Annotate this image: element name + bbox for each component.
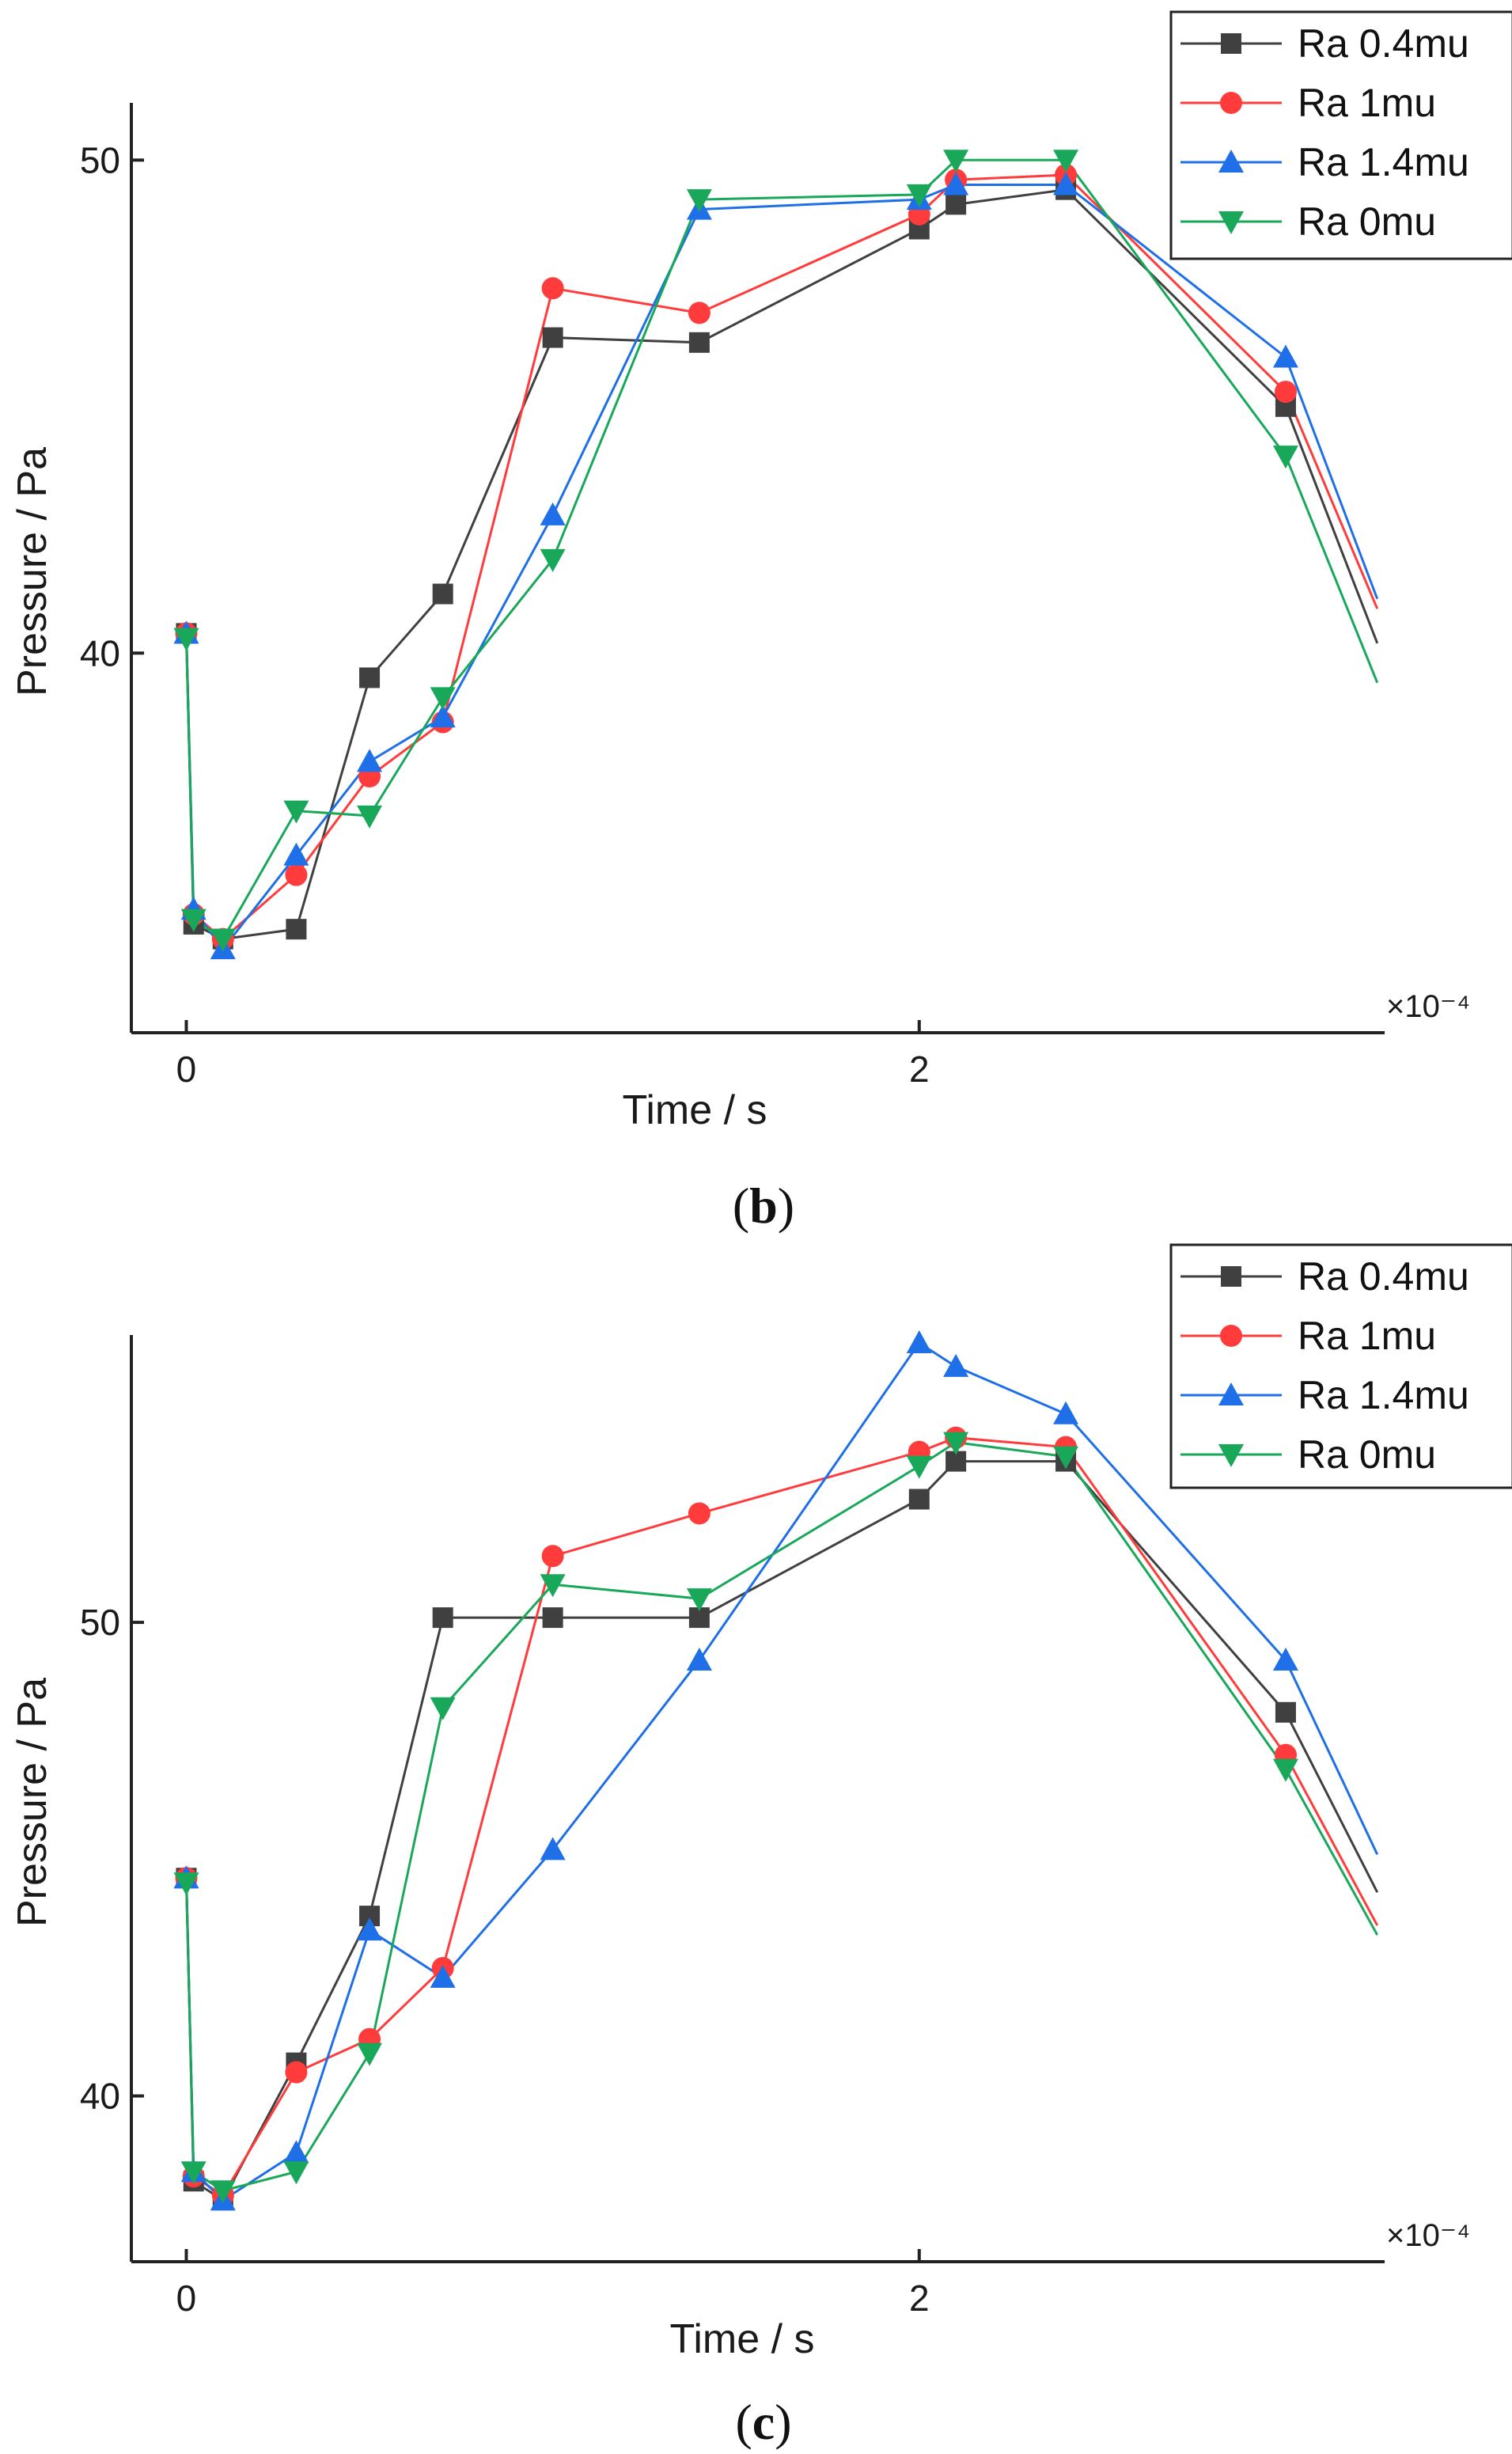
data-point	[173, 628, 199, 651]
caption-open-paren: (	[733, 1178, 749, 1234]
data-point	[173, 1872, 199, 1896]
y-axis-label: Pressure / Pa	[9, 447, 55, 696]
x-axis-multiplier: ×10⁻⁴	[1386, 2218, 1470, 2253]
data-point	[943, 1432, 969, 1455]
data-point	[688, 332, 710, 353]
y-tick-label: 40	[80, 2076, 120, 2117]
legend-label: Ra 0mu	[1298, 1432, 1436, 1477]
data-point	[540, 502, 566, 525]
data-point	[283, 800, 309, 824]
data-point	[430, 704, 456, 728]
data-point	[1272, 1647, 1298, 1671]
legend-marker	[1218, 211, 1244, 234]
y-tick-label: 40	[80, 632, 120, 673]
caption-close-paren: )	[778, 1178, 794, 1234]
y-tick-label: 50	[80, 139, 120, 180]
legend-label: Ra 1mu	[1298, 81, 1436, 125]
legend-label: Ra 0.4mu	[1298, 21, 1469, 66]
legend-marker	[1221, 33, 1241, 54]
data-point	[1272, 344, 1298, 368]
y-tick-label: 50	[80, 1602, 120, 1643]
y-axis-label: Pressure / Pa	[9, 1678, 55, 1927]
data-point	[906, 1330, 932, 1353]
data-point	[430, 687, 456, 711]
legend-marker	[1218, 1444, 1244, 1467]
data-point	[1053, 172, 1079, 195]
data-point	[357, 2042, 383, 2066]
data-point	[359, 667, 381, 688]
data-point	[686, 1588, 712, 1612]
legend-label: Ra 0.4mu	[1298, 1254, 1469, 1299]
caption-open-paren: (	[735, 2394, 752, 2450]
data-point	[285, 2061, 308, 2084]
legend-marker	[1221, 1266, 1241, 1287]
data-point	[686, 189, 712, 213]
data-point	[283, 842, 309, 866]
panel-caption: (c)	[735, 2394, 791, 2450]
x-tick-label: 0	[176, 2278, 197, 2319]
data-point	[906, 184, 932, 207]
legend-marker	[1220, 92, 1242, 114]
data-point	[432, 583, 453, 605]
data-point	[688, 302, 711, 324]
x-axis-multiplier: ×10⁻⁴	[1386, 989, 1470, 1024]
legend-marker	[1218, 1383, 1244, 1405]
data-point	[1272, 1758, 1298, 1782]
chart-panel-c: 40 50 0 2 ×10⁻⁴ Time / s Pressure / Pa Ra 0.4mu…	[9, 1243, 1512, 2450]
data-point	[908, 1489, 930, 1510]
legend-marker	[1220, 1325, 1242, 1347]
chart-panel-b: 40 50 0 2 ×10⁻⁴ Time / s Pressure / Pa Ra 0.4mu…	[9, 10, 1512, 1234]
data-point	[945, 194, 967, 215]
data-point	[430, 1964, 456, 1988]
data-point	[540, 1574, 566, 1598]
caption-letter: c	[752, 2394, 775, 2450]
data-point	[1275, 1701, 1296, 1723]
data-point	[1274, 381, 1297, 404]
data-point	[943, 1353, 969, 1377]
data-point	[943, 172, 969, 195]
legend-marker	[1218, 150, 1244, 173]
x-axis-label: Time / s	[623, 1087, 767, 1133]
x-tick-label: 2	[909, 1049, 930, 1090]
data-point	[357, 1917, 383, 1941]
data-point	[541, 277, 564, 300]
data-point	[283, 2140, 309, 2164]
panel-caption: (b)	[733, 1178, 794, 1234]
data-point	[210, 2180, 236, 2204]
data-point	[432, 1607, 453, 1629]
data-point	[283, 2161, 309, 2185]
x-tick-label: 2	[909, 2278, 930, 2319]
data-point	[286, 919, 307, 940]
data-point	[686, 1647, 712, 1671]
caption-letter: b	[749, 1178, 778, 1234]
legend-label: Ra 0mu	[1298, 199, 1436, 244]
data-point	[180, 908, 207, 932]
legend-label: Ra 1mu	[1298, 1314, 1436, 1358]
data-point	[688, 1502, 711, 1525]
data-point	[210, 928, 236, 952]
data-point	[1272, 446, 1298, 469]
data-point	[1053, 1446, 1079, 1470]
data-point	[180, 2161, 207, 2185]
data-point	[541, 1545, 564, 1568]
data-point	[430, 1697, 456, 1720]
legend-label: Ra 1.4mu	[1298, 140, 1469, 184]
x-axis-label: Time / s	[670, 2316, 815, 2362]
data-point	[906, 1455, 932, 1479]
data-point	[540, 1837, 566, 1860]
data-point	[285, 863, 308, 886]
data-point	[357, 805, 383, 829]
data-point	[1053, 150, 1079, 173]
data-point	[357, 749, 383, 772]
data-point	[542, 1607, 563, 1629]
x-tick-label: 0	[176, 1049, 197, 1090]
data-point	[943, 150, 969, 173]
data-point	[542, 327, 563, 348]
data-point	[540, 548, 566, 572]
data-point	[1053, 1401, 1079, 1424]
caption-close-paren: )	[775, 2394, 791, 2450]
legend-label: Ra 1.4mu	[1298, 1373, 1469, 1417]
